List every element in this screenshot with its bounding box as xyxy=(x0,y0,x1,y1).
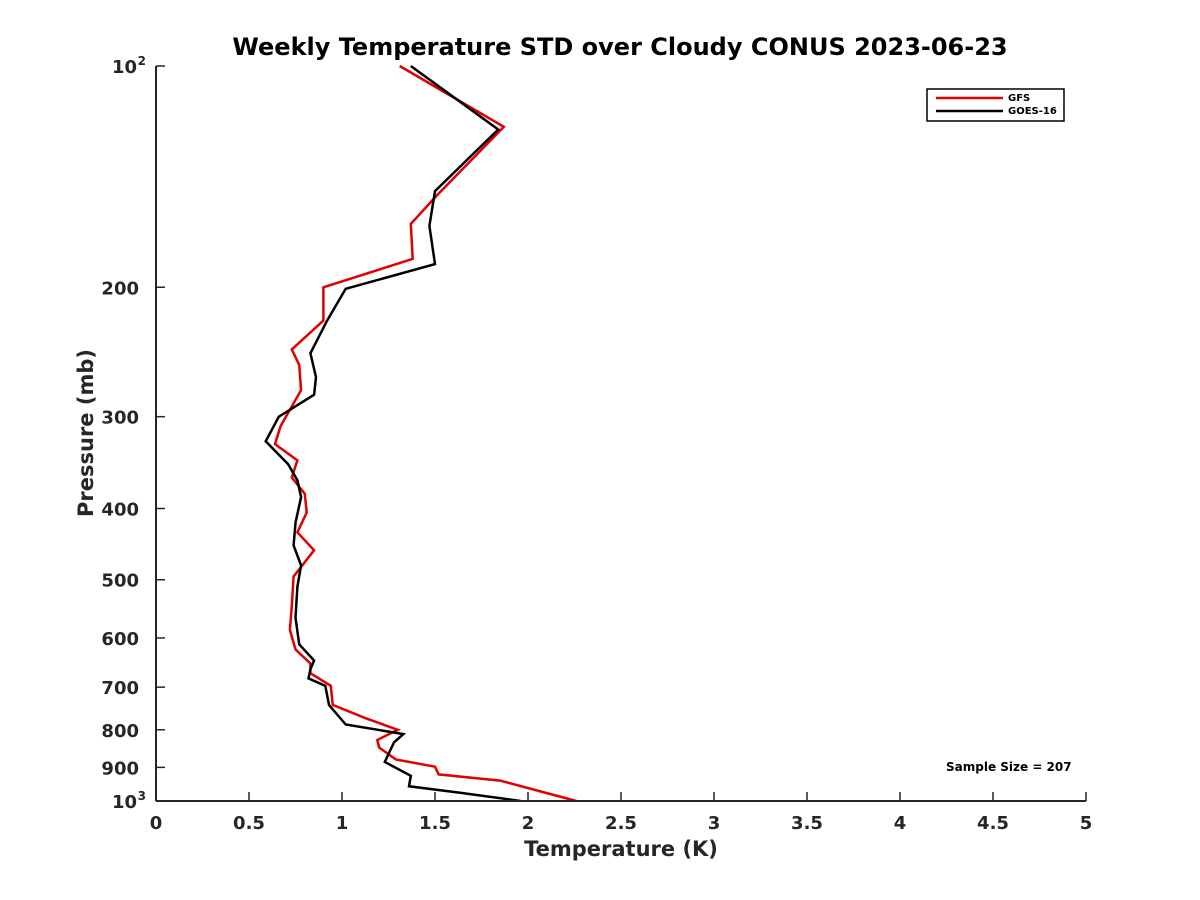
chart-title: Weekly Temperature STD over Cloudy CONUS… xyxy=(232,33,1007,61)
x-tick-label: 2 xyxy=(522,813,535,834)
x-tick-label: 5 xyxy=(1080,813,1093,834)
series-line-goes-16 xyxy=(264,64,521,803)
legend: GFS GOES-16 xyxy=(926,88,1065,122)
y-tick-exponent: 3 xyxy=(138,789,146,803)
y-tick-label: 700 xyxy=(101,678,139,699)
legend-box xyxy=(926,88,1065,122)
y-tick-label: 200 xyxy=(101,278,139,299)
series-line-gfs xyxy=(273,64,577,803)
x-tick-label: 1.5 xyxy=(419,813,451,834)
y-tick-exponent: 2 xyxy=(138,54,146,68)
legend-label-goes-16: GOES-16 xyxy=(1008,106,1057,117)
y-tick-label: 10 xyxy=(112,792,137,813)
x-tick-label: 3 xyxy=(708,813,721,834)
y-tick-label: 600 xyxy=(101,629,139,650)
x-tick-label: 0 xyxy=(150,813,163,834)
y-tick-label: 300 xyxy=(101,408,139,429)
legend-label-gfs: GFS xyxy=(1008,93,1030,104)
sample-size-annotation: Sample Size = 207 xyxy=(946,760,1072,774)
x-axis-label: Temperature (K) xyxy=(524,837,718,861)
y-tick-label: 400 xyxy=(101,500,139,521)
x-tick-label: 4.5 xyxy=(977,813,1009,834)
x-tick-label: 3.5 xyxy=(791,813,823,834)
y-tick-label: 900 xyxy=(101,758,139,779)
x-tick-label: 1 xyxy=(336,813,349,834)
x-tick-label: 2.5 xyxy=(605,813,637,834)
y-tick-label: 800 xyxy=(101,721,139,742)
x-tick-label: 0.5 xyxy=(233,813,265,834)
y-axis-label: Pressure (mb) xyxy=(74,349,98,517)
y-tick-label: 500 xyxy=(101,571,139,592)
x-tick-label: 4 xyxy=(894,813,907,834)
y-tick-label: 10 xyxy=(112,57,137,78)
